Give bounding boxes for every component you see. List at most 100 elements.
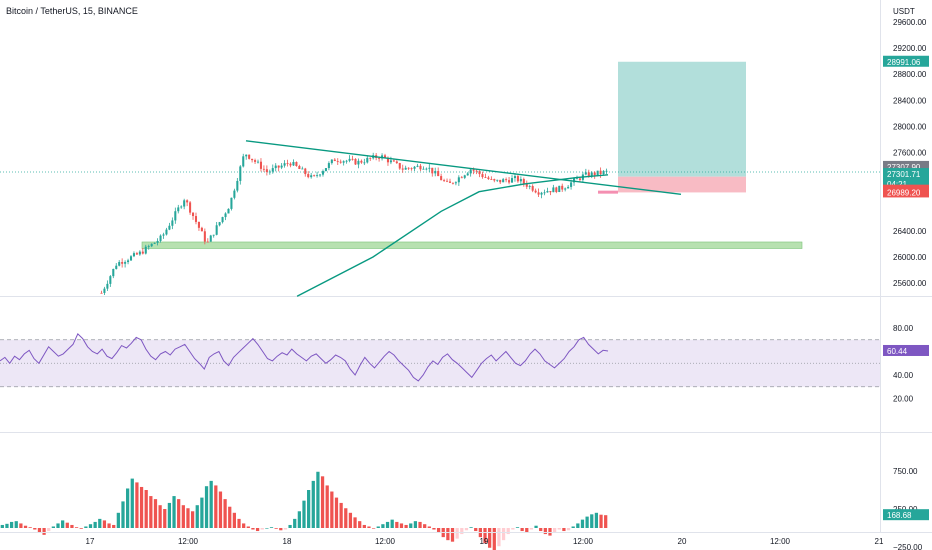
macd-histogram-bar[interactable] <box>576 523 580 528</box>
candle[interactable] <box>192 212 195 217</box>
macd-histogram-bar[interactable] <box>381 524 385 528</box>
candle[interactable] <box>183 200 186 207</box>
macd-histogram-bar[interactable] <box>135 482 139 528</box>
candle[interactable] <box>578 178 581 180</box>
candle[interactable] <box>587 172 590 177</box>
candle[interactable] <box>307 174 310 178</box>
candle[interactable] <box>189 202 192 213</box>
rsi-value-badge[interactable] <box>883 344 929 356</box>
macd-histogram-bar[interactable] <box>325 485 329 528</box>
candle[interactable] <box>313 175 316 177</box>
macd-histogram-bar[interactable] <box>186 508 190 528</box>
macd-histogram-bar[interactable] <box>501 528 506 541</box>
macd-histogram-bar[interactable] <box>65 522 69 528</box>
macd-histogram-bar[interactable] <box>88 524 93 528</box>
candle[interactable] <box>593 172 596 176</box>
macd-histogram-bar[interactable] <box>371 528 376 529</box>
macd-histogram-bar[interactable] <box>265 528 269 529</box>
candle[interactable] <box>221 217 224 223</box>
candle[interactable] <box>599 170 602 174</box>
macd-histogram-bar[interactable] <box>209 480 213 528</box>
macd-histogram-bar[interactable] <box>334 497 339 528</box>
macd-histogram-bar[interactable] <box>242 523 246 528</box>
macd-histogram-bar[interactable] <box>330 491 334 528</box>
macd-histogram-bar[interactable] <box>580 519 585 528</box>
candle[interactable] <box>324 168 327 172</box>
macd-histogram-bar[interactable] <box>464 528 469 531</box>
macd-histogram-bar[interactable] <box>214 485 218 528</box>
candle[interactable] <box>537 192 540 195</box>
candle[interactable] <box>239 166 242 181</box>
macd-histogram-bar[interactable] <box>297 511 301 528</box>
macd-histogram-bar[interactable] <box>418 521 422 528</box>
candle[interactable] <box>336 161 339 162</box>
macd-histogram-bar[interactable] <box>358 521 362 528</box>
candle[interactable] <box>451 182 454 184</box>
candle[interactable] <box>546 191 549 193</box>
macd-histogram-bar[interactable] <box>562 528 566 532</box>
macd-histogram-bar[interactable] <box>172 496 176 528</box>
macd-histogram-bar[interactable] <box>126 488 130 528</box>
candle[interactable] <box>277 165 280 168</box>
candle[interactable] <box>112 268 115 277</box>
candle[interactable] <box>549 191 552 193</box>
macd-histogram-bar[interactable] <box>237 518 241 528</box>
candle[interactable] <box>342 161 345 163</box>
candle[interactable] <box>227 208 230 214</box>
candle[interactable] <box>100 292 103 294</box>
candle[interactable] <box>138 251 141 255</box>
candle[interactable] <box>141 251 144 254</box>
candle[interactable] <box>570 182 573 187</box>
macd-histogram-bar[interactable] <box>344 508 348 528</box>
candle[interactable] <box>301 168 304 170</box>
macd-histogram-bar[interactable] <box>167 502 172 528</box>
macd-histogram-bar[interactable] <box>409 523 413 528</box>
macd-histogram-bar[interactable] <box>413 521 418 528</box>
macd-histogram-bar[interactable] <box>594 512 599 528</box>
candle[interactable] <box>508 180 511 183</box>
macd-histogram-bar[interactable] <box>19 523 23 528</box>
macd-histogram-bar[interactable] <box>599 514 603 528</box>
candle[interactable] <box>425 168 428 170</box>
candle[interactable] <box>543 192 546 194</box>
macd-histogram-bar[interactable] <box>566 528 571 531</box>
candle[interactable] <box>516 176 519 182</box>
candle[interactable] <box>274 165 277 169</box>
candle[interactable] <box>531 186 534 191</box>
candle[interactable] <box>502 179 505 183</box>
candle[interactable] <box>407 167 410 169</box>
macd-histogram-bar[interactable] <box>353 517 357 528</box>
candle[interactable] <box>454 182 457 184</box>
macd-histogram-bar[interactable] <box>121 501 125 528</box>
candle[interactable] <box>242 156 245 167</box>
macd-histogram-bar[interactable] <box>367 526 371 528</box>
candle[interactable] <box>366 157 369 163</box>
candle[interactable] <box>457 177 460 183</box>
macd-histogram-bar[interactable] <box>56 523 60 528</box>
macd-histogram-bar[interactable] <box>497 528 501 547</box>
macd-histogram-bar[interactable] <box>116 512 120 528</box>
candle[interactable] <box>209 235 212 242</box>
candle[interactable] <box>558 185 561 193</box>
candle[interactable] <box>478 171 481 175</box>
long-position-target-zone[interactable] <box>618 61 746 177</box>
macd-histogram-bar[interactable] <box>93 521 97 528</box>
candle[interactable] <box>573 178 576 183</box>
candle[interactable] <box>118 262 121 266</box>
candle[interactable] <box>171 220 174 226</box>
candle[interactable] <box>124 262 127 264</box>
candle[interactable] <box>351 158 354 160</box>
macd-histogram-bar[interactable] <box>79 528 83 529</box>
macd-histogram-bar[interactable] <box>316 471 320 528</box>
candle[interactable] <box>245 154 248 157</box>
candle[interactable] <box>135 253 138 255</box>
macd-histogram-bar[interactable] <box>9 521 14 528</box>
macd-histogram-bar[interactable] <box>153 499 158 528</box>
macd-histogram-bar[interactable] <box>339 502 343 528</box>
macd-histogram-bar[interactable] <box>506 528 510 535</box>
moving-average-line[interactable] <box>296 174 609 297</box>
macd-histogram-bar[interactable] <box>474 528 478 532</box>
macd-histogram-bar[interactable] <box>223 499 227 528</box>
candle[interactable] <box>428 167 431 169</box>
